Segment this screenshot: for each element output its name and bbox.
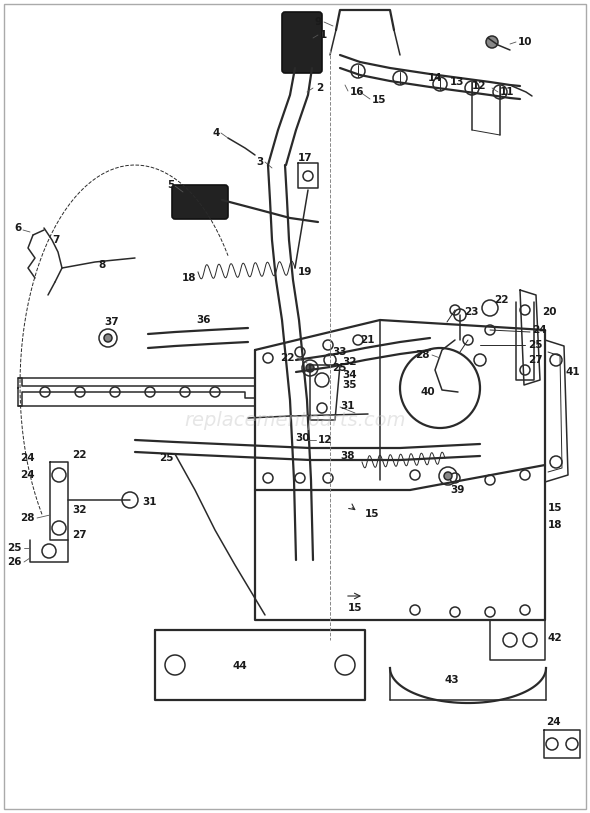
Text: 40: 40: [421, 387, 435, 397]
Text: 5: 5: [167, 180, 174, 190]
Text: 23: 23: [464, 307, 478, 317]
Text: 38: 38: [340, 451, 355, 461]
Text: 31: 31: [340, 401, 355, 411]
Text: 26: 26: [8, 557, 22, 567]
Text: 10: 10: [518, 37, 533, 47]
Text: 14: 14: [428, 73, 442, 83]
Text: 33: 33: [332, 347, 346, 357]
Text: 15: 15: [365, 509, 379, 519]
Text: 34: 34: [342, 370, 356, 380]
Text: 31: 31: [142, 497, 156, 507]
Text: 27: 27: [72, 530, 87, 540]
Text: 42: 42: [548, 633, 563, 643]
Text: 15: 15: [548, 503, 562, 513]
Text: 25: 25: [528, 340, 542, 350]
Text: 11: 11: [500, 87, 514, 97]
Circle shape: [444, 472, 452, 480]
Text: 32: 32: [342, 357, 356, 367]
Text: 25: 25: [8, 543, 22, 553]
Text: 18: 18: [182, 273, 196, 283]
Text: 27: 27: [528, 355, 543, 365]
Text: 44: 44: [232, 661, 247, 671]
Text: 25: 25: [332, 363, 346, 373]
Text: 8: 8: [98, 260, 105, 270]
Text: 19: 19: [298, 267, 312, 277]
Text: 37: 37: [104, 317, 119, 327]
Text: 24: 24: [21, 453, 35, 463]
Text: 17: 17: [298, 153, 313, 163]
Text: 25: 25: [159, 453, 174, 463]
Text: 1: 1: [320, 30, 327, 40]
Text: 7: 7: [52, 235, 60, 245]
Text: 21: 21: [360, 335, 375, 345]
Text: 12: 12: [318, 435, 333, 445]
Text: 41: 41: [566, 367, 581, 377]
Text: 24: 24: [546, 717, 560, 727]
Text: 15: 15: [372, 95, 386, 105]
Text: 30: 30: [295, 433, 310, 443]
Text: 24: 24: [21, 470, 35, 480]
Text: 13: 13: [450, 77, 464, 87]
Text: 22: 22: [72, 450, 87, 460]
FancyBboxPatch shape: [172, 185, 228, 219]
Text: 32: 32: [72, 505, 87, 515]
Text: 35: 35: [342, 380, 356, 390]
Text: 28: 28: [415, 350, 430, 360]
Text: 9: 9: [315, 17, 322, 27]
Text: 3: 3: [257, 157, 264, 167]
Text: 39: 39: [450, 485, 464, 495]
Text: replacementparts.com: replacementparts.com: [184, 411, 406, 429]
Text: 43: 43: [445, 675, 459, 685]
FancyBboxPatch shape: [282, 12, 322, 73]
Text: 20: 20: [542, 307, 556, 317]
Text: 15: 15: [348, 603, 362, 613]
Text: 28: 28: [21, 513, 35, 523]
Text: 22: 22: [280, 353, 295, 363]
Text: 18: 18: [548, 520, 562, 530]
Text: 2: 2: [316, 83, 323, 93]
Text: 12: 12: [472, 81, 487, 91]
Text: 4: 4: [212, 128, 220, 138]
Text: 6: 6: [15, 223, 22, 233]
Circle shape: [306, 364, 314, 372]
Text: 24: 24: [532, 325, 546, 335]
Text: 16: 16: [350, 87, 365, 97]
Circle shape: [486, 36, 498, 48]
Text: 22: 22: [494, 295, 509, 305]
Text: 36: 36: [196, 315, 211, 325]
Circle shape: [104, 334, 112, 342]
